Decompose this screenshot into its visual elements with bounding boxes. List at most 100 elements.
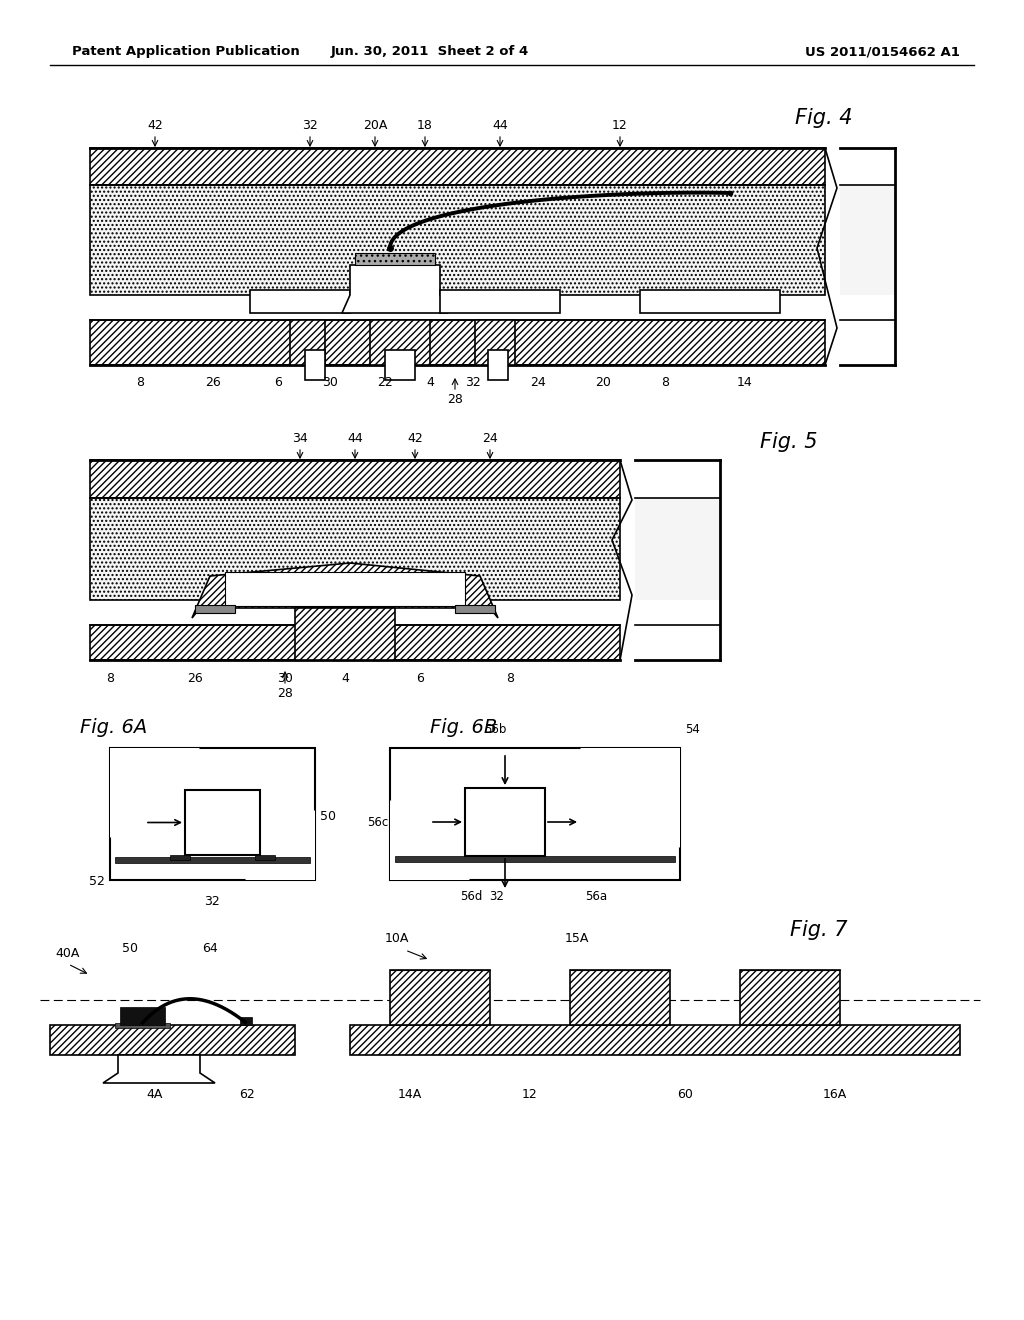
Polygon shape (635, 624, 720, 660)
Text: 16A: 16A (823, 1088, 847, 1101)
Text: 40A: 40A (55, 946, 80, 960)
Bar (255, 855, 275, 861)
Text: 34: 34 (292, 432, 308, 445)
Text: 20A: 20A (362, 119, 387, 132)
Polygon shape (90, 498, 620, 601)
Text: 14: 14 (737, 376, 753, 389)
Polygon shape (103, 1055, 215, 1082)
Text: 30: 30 (278, 672, 293, 685)
Text: Fig. 4: Fig. 4 (795, 108, 853, 128)
Bar (440, 290, 560, 313)
Text: 12: 12 (522, 1088, 538, 1101)
Text: 50: 50 (319, 809, 336, 822)
Text: 32: 32 (489, 890, 505, 903)
Text: 8: 8 (106, 672, 114, 685)
Text: 8: 8 (506, 672, 514, 685)
Polygon shape (580, 748, 680, 847)
Bar (295, 609, 395, 660)
Text: 20: 20 (595, 376, 611, 389)
Bar (640, 290, 780, 313)
Polygon shape (193, 564, 498, 618)
Text: 54: 54 (685, 723, 699, 737)
Polygon shape (110, 748, 200, 838)
Bar (120, 1007, 165, 1026)
Bar (740, 970, 840, 1026)
Bar (240, 1016, 252, 1026)
Polygon shape (342, 265, 449, 313)
Bar (305, 350, 325, 380)
Text: Fig. 6B: Fig. 6B (430, 718, 498, 737)
Bar (115, 857, 310, 863)
Bar (395, 855, 675, 862)
Text: 8: 8 (136, 376, 144, 389)
Polygon shape (840, 319, 895, 366)
Text: 32: 32 (302, 119, 317, 132)
Text: 6: 6 (274, 376, 282, 389)
Text: 6: 6 (416, 672, 424, 685)
Text: 62: 62 (240, 1088, 255, 1101)
Polygon shape (90, 624, 620, 660)
Text: 14A: 14A (398, 1088, 422, 1101)
Bar (225, 572, 465, 606)
Text: 32: 32 (204, 895, 220, 908)
Bar (170, 855, 190, 861)
Text: 42: 42 (408, 432, 423, 445)
Bar (455, 605, 495, 612)
Text: 10A: 10A (385, 932, 410, 945)
Text: Patent Application Publication: Patent Application Publication (72, 45, 300, 58)
Polygon shape (90, 459, 620, 498)
Bar (115, 1023, 170, 1028)
Polygon shape (90, 319, 825, 366)
Bar (475, 319, 515, 366)
Text: 56d: 56d (460, 890, 482, 903)
Bar (370, 319, 430, 366)
Text: 52: 52 (89, 875, 105, 888)
Bar (50, 1026, 295, 1055)
Text: 30: 30 (323, 376, 338, 389)
Bar (350, 1026, 961, 1055)
Text: 26: 26 (187, 672, 203, 685)
Text: 24: 24 (482, 432, 498, 445)
Bar (290, 319, 325, 366)
Bar (355, 253, 435, 265)
Text: 4A: 4A (146, 1088, 163, 1101)
Text: 44: 44 (493, 119, 508, 132)
Text: 56a: 56a (585, 890, 607, 903)
Bar (488, 350, 508, 380)
Text: 18: 18 (417, 119, 433, 132)
Text: US 2011/0154662 A1: US 2011/0154662 A1 (805, 45, 961, 58)
Polygon shape (635, 498, 720, 601)
Text: 12: 12 (612, 119, 628, 132)
Bar (385, 350, 415, 380)
Bar (570, 970, 670, 1026)
Text: 42: 42 (147, 119, 163, 132)
Text: 15A: 15A (565, 932, 590, 945)
Text: 24: 24 (530, 376, 546, 389)
Text: 8: 8 (662, 376, 669, 389)
Text: 4: 4 (426, 376, 434, 389)
Bar (250, 290, 350, 313)
Bar (390, 970, 490, 1026)
Polygon shape (390, 800, 470, 880)
Polygon shape (840, 185, 895, 294)
Bar (465, 788, 545, 855)
Bar (390, 748, 680, 880)
Text: 44: 44 (347, 432, 362, 445)
Text: Jun. 30, 2011  Sheet 2 of 4: Jun. 30, 2011 Sheet 2 of 4 (331, 45, 529, 58)
Text: 26: 26 (205, 376, 221, 389)
Polygon shape (635, 459, 720, 498)
Polygon shape (840, 148, 895, 185)
Text: 32: 32 (465, 376, 481, 389)
Text: 56b: 56b (483, 723, 506, 737)
Polygon shape (245, 810, 315, 880)
Text: Fig. 6A: Fig. 6A (80, 718, 147, 737)
Text: 28: 28 (278, 686, 293, 700)
Text: 60: 60 (677, 1088, 693, 1101)
Text: 28: 28 (447, 393, 463, 407)
Text: Fig. 7: Fig. 7 (790, 920, 848, 940)
Text: 4: 4 (341, 672, 349, 685)
Text: Fig. 5: Fig. 5 (760, 432, 817, 451)
Bar (185, 789, 260, 855)
Polygon shape (90, 185, 825, 294)
Text: 50: 50 (122, 942, 138, 954)
